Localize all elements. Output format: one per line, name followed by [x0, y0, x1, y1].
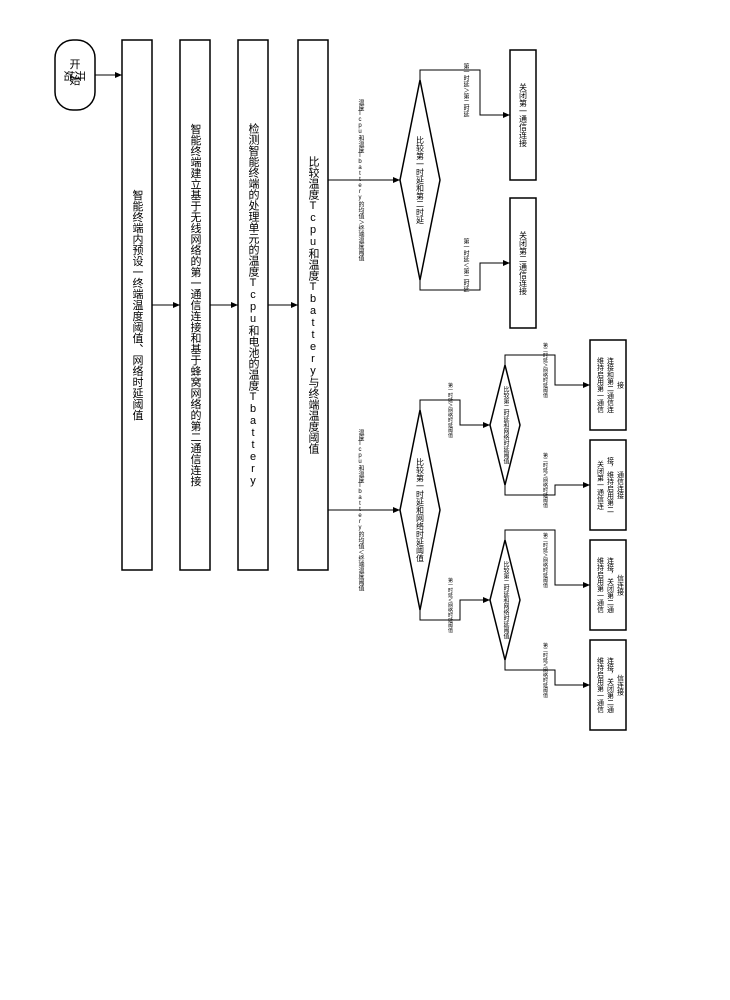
svg-text:连接，关闭第二通: 连接，关闭第二通 — [607, 556, 615, 614]
n4-node: 比较温度Tcpu和温度Tbattery与终端温度阈值 — [298, 40, 328, 570]
e3-label: 第一时延＞第二时延 — [462, 62, 469, 118]
n2-node: 智能终端建立基于无线网络的第一通信连接和基于蜂窝网络的第二通信连接 — [180, 40, 210, 570]
n3-node: 检测智能终端的处理单元的温度Tcpu和电池的温度Tbattery — [238, 40, 268, 570]
svg-text:维持启用第一通信: 维持启用第一通信 — [597, 656, 605, 714]
d2-label: 比较第一时延和网络时延阈值 — [416, 457, 425, 563]
svg-text:接: 接 — [617, 381, 625, 390]
svg-text:维持启用第一通信: 维持启用第一通信 — [597, 556, 605, 614]
e7-label: 第二时延＞网络时延阈值 — [542, 342, 548, 399]
start-node: 开始 开 始 — [55, 40, 95, 110]
n1-node: 智能终端内预设一终端温度阈值、网络时延阈值 — [122, 40, 152, 570]
e8-label: 第二时延＜网络时延阈值 — [542, 452, 548, 509]
r4-node: 关闭第一通信连 接，维持启用第二 通信连接 — [590, 440, 626, 530]
r5-node: 维持启用第一通信 连接，关闭第二通 信连接 — [590, 540, 626, 630]
e2-label: 温度Tcpu和温度Tbattery的均值＜终端温度阈值 — [357, 428, 364, 592]
svg-text:关闭第一通信连: 关闭第一通信连 — [597, 460, 605, 511]
svg-text:连接，关闭第二通: 连接，关闭第二通 — [607, 656, 615, 714]
d3-label: 比较第二时延和网络时延阈值 — [502, 385, 509, 465]
r2-node: 关闭第二通信连接 — [510, 198, 536, 328]
r2-label: 关闭第二通信连接 — [519, 230, 528, 296]
r1-node: 关闭第一通信连接 — [510, 50, 536, 180]
d4-node: 比较第二时延和网络时延阈值 — [490, 540, 520, 660]
e1-label: 温度Tcpu和温度Tbattery的均值＞终端温度阈值 — [357, 98, 364, 262]
d3-node: 比较第二时延和网络时延阈值 — [490, 365, 520, 485]
e5-label: 第一时延＞网络时延阈值 — [447, 382, 453, 439]
e4-label: 第一时延＜第二时延 — [462, 237, 469, 293]
svg-text:通信连接: 通信连接 — [617, 470, 625, 500]
e9-label: 第二时延＞网络时延阈值 — [542, 532, 548, 589]
svg-text:接，维持启用第二: 接，维持启用第二 — [607, 456, 615, 513]
d1-label: 比较第一时延和第二时延 — [416, 135, 425, 225]
svg-text:始: 始 — [70, 73, 81, 87]
r3-node: 维持启用第一通信 连接和第二通信连 接 — [590, 340, 626, 430]
n4-label: 比较温度Tcpu和温度Tbattery与终端温度阈值 — [307, 156, 320, 455]
n2-label: 智能终端建立基于无线网络的第一通信连接和基于蜂窝网络的第二通信连接 — [189, 122, 202, 487]
d2-node: 比较第一时延和网络时延阈值 — [400, 410, 440, 610]
r1-label: 关闭第一通信连接 — [519, 82, 528, 148]
n1-label: 智能终端内预设一终端温度阈值、网络时延阈值 — [131, 188, 144, 421]
svg-text:维持启用第一通信: 维持启用第一通信 — [597, 356, 605, 414]
d1-node: 比较第一时延和第二时延 — [400, 80, 440, 280]
d4-label: 比较第二时延和网络时延阈值 — [502, 560, 509, 640]
svg-text:开: 开 — [70, 59, 81, 71]
svg-text:信连接: 信连接 — [617, 674, 625, 697]
flowchart-svg: 开始 开 始 智能终端内预设一终端温度阈值、网络时延阈值 智能终端建立基于无线网… — [10, 10, 720, 990]
e6-label: 第一时延＜网络时延阈值 — [447, 577, 453, 634]
r6-node: 维持启用第一通信 连接，关闭第二通 信连接 — [590, 640, 626, 730]
edge-d2-d3 — [420, 400, 490, 425]
svg-text:信连接: 信连接 — [617, 574, 625, 597]
e10-label: 第二时延＜网络时延阈值 — [542, 642, 548, 699]
n3-label: 检测智能终端的处理单元的温度Tcpu和电池的温度Tbattery — [247, 122, 260, 487]
edge-d2-d4 — [420, 600, 490, 620]
svg-text:连接和第二通信连: 连接和第二通信连 — [607, 356, 615, 414]
